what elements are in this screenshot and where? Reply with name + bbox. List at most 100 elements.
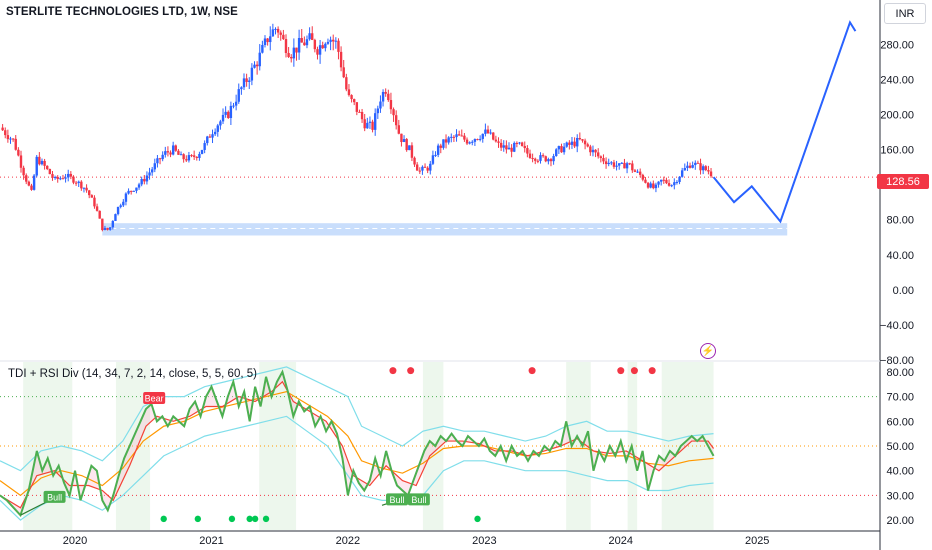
candle-body xyxy=(704,166,707,171)
price-chart[interactable] xyxy=(0,20,880,236)
candle-body xyxy=(174,145,177,151)
candle-body xyxy=(192,155,196,157)
candle-body xyxy=(615,165,618,167)
candle-body xyxy=(387,93,390,101)
indicator-tick-label: 70.00 xyxy=(886,392,914,404)
candle-body xyxy=(132,190,136,192)
bull-dot xyxy=(262,515,270,523)
candle-body xyxy=(552,156,555,162)
bear-dot xyxy=(630,367,638,375)
candle-body xyxy=(156,158,159,164)
candle-body xyxy=(373,113,377,130)
candle-body xyxy=(6,135,10,140)
candle-body xyxy=(675,181,679,183)
candle-body xyxy=(27,181,31,186)
candle-body xyxy=(53,177,57,179)
candle-body xyxy=(510,147,513,152)
candle-body xyxy=(594,149,597,153)
candle-body xyxy=(376,108,380,114)
candle-body xyxy=(473,139,477,142)
candle-body xyxy=(442,139,445,148)
candle-body xyxy=(481,133,484,139)
bear-label: Bear xyxy=(143,392,166,405)
candle-body xyxy=(455,134,458,138)
candle-body xyxy=(557,146,561,150)
candle-body xyxy=(308,33,311,40)
candle-body xyxy=(526,148,529,154)
indicator-tick-label: 20.00 xyxy=(886,515,914,527)
candle-body xyxy=(505,145,508,150)
signal-label-box xyxy=(407,493,430,506)
candle-body xyxy=(494,139,498,142)
candle-body xyxy=(379,101,382,109)
candle-body xyxy=(368,121,372,123)
bear-dot xyxy=(528,367,536,375)
candle-body xyxy=(88,190,91,196)
candle-body xyxy=(447,137,450,143)
indicator-tick-label: 30.00 xyxy=(886,490,914,502)
candle-body xyxy=(93,197,96,207)
candle-body xyxy=(219,121,222,126)
candle-body xyxy=(691,165,694,168)
candle-body xyxy=(85,187,88,191)
candle-body xyxy=(421,166,424,171)
candle-body xyxy=(602,158,605,162)
candle-body xyxy=(14,138,17,150)
bull-label: Bull xyxy=(407,493,430,506)
candle-body xyxy=(641,174,645,180)
candle-body xyxy=(303,42,306,46)
upper_band-line xyxy=(0,366,714,472)
candle-body xyxy=(198,153,201,158)
candle-body xyxy=(499,142,503,148)
candle-body xyxy=(583,140,587,145)
currency-button[interactable]: INR xyxy=(884,3,926,24)
candle-body xyxy=(43,160,46,166)
candle-body xyxy=(657,181,660,185)
candle-body xyxy=(484,129,487,134)
flash-icon[interactable]: ⚡ xyxy=(700,343,716,359)
signal-label-text: Bull xyxy=(411,495,426,505)
candle-body xyxy=(410,145,414,158)
candle-body xyxy=(518,142,521,144)
rsi-line xyxy=(0,369,715,518)
candle-body xyxy=(140,179,143,185)
candle-body xyxy=(389,100,393,110)
candle-body xyxy=(667,183,671,186)
candle-body xyxy=(597,152,600,157)
candle-body xyxy=(578,138,582,140)
candle-body xyxy=(95,206,99,211)
candle-body xyxy=(544,156,547,162)
candle-body xyxy=(137,184,141,188)
indicator-tick-label: 80.00 xyxy=(886,367,914,379)
candle-body xyxy=(232,105,235,107)
candle-body xyxy=(345,77,348,90)
candle-body xyxy=(143,179,146,182)
indicator-chart[interactable]: Bear Bull Bull Bull xyxy=(0,362,880,530)
lower_band-line xyxy=(0,415,714,521)
candle-body xyxy=(213,131,217,135)
candle-body xyxy=(195,156,198,158)
candle-body xyxy=(549,159,553,162)
candle-body xyxy=(463,135,466,140)
candle-body xyxy=(114,214,117,221)
candle-body xyxy=(1,127,4,131)
candle-body xyxy=(701,166,705,171)
candle-body xyxy=(497,141,500,143)
signal-label-text: Bull xyxy=(47,492,62,502)
time-tick-label: 2022 xyxy=(336,535,360,547)
candle-body xyxy=(129,190,133,192)
time-tick-label: 2020 xyxy=(63,535,87,547)
candle-body xyxy=(74,182,78,184)
candle-body xyxy=(394,115,398,126)
price-tick-label: 240.00 xyxy=(880,74,914,86)
candle-body xyxy=(106,227,109,230)
candle-body xyxy=(502,145,505,148)
candle-body xyxy=(282,34,285,40)
candle-body xyxy=(680,170,684,177)
candle-body xyxy=(64,177,67,179)
candle-body xyxy=(300,38,303,43)
candle-body xyxy=(683,168,686,171)
candle-body xyxy=(570,141,574,145)
candle-body xyxy=(465,139,469,144)
